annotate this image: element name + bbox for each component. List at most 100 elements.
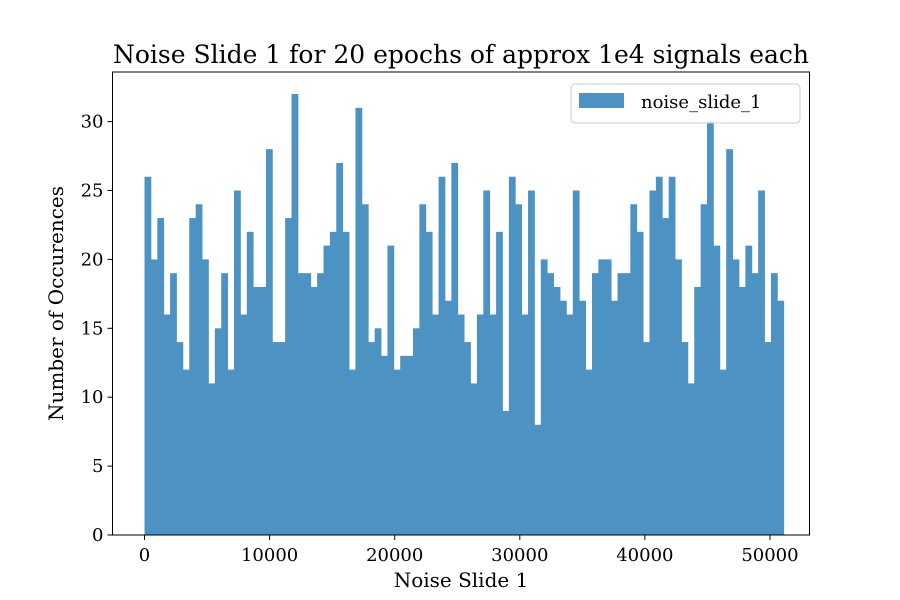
histogram-bar xyxy=(374,328,382,535)
histogram-bar xyxy=(470,383,478,535)
histogram-bar xyxy=(572,190,580,535)
y-tick-label: 25 xyxy=(81,181,104,202)
histogram-bar xyxy=(764,342,772,535)
histogram-bar xyxy=(521,314,529,535)
histogram-bar xyxy=(144,176,152,535)
histogram-bar xyxy=(412,328,420,535)
histogram-bar xyxy=(419,204,427,536)
histogram-bar xyxy=(349,369,356,535)
histogram-bar xyxy=(738,286,746,535)
histogram-bar xyxy=(291,94,299,536)
histogram-bar xyxy=(476,314,484,535)
histogram-bar xyxy=(361,204,369,536)
histogram-bar xyxy=(694,286,702,535)
x-tick-label: 10000 xyxy=(241,545,298,566)
histogram-bar xyxy=(304,273,312,535)
y-tick-label: 10 xyxy=(81,387,104,408)
histogram-bar xyxy=(483,190,491,535)
histogram-bar xyxy=(643,342,650,535)
histogram-bar xyxy=(221,273,229,535)
histogram-bar xyxy=(150,259,158,535)
histogram-bar xyxy=(297,273,305,535)
histogram-bar xyxy=(227,369,235,535)
histogram-bar xyxy=(336,162,344,536)
y-tick-label: 0 xyxy=(92,525,103,546)
histogram-bar xyxy=(662,218,670,535)
histogram-bar xyxy=(253,286,260,535)
chart-title: Noise Slide 1 for 20 epochs of approx 1e… xyxy=(113,40,809,69)
y-axis-label: Number of Occurences xyxy=(44,186,68,421)
histogram-bar xyxy=(579,300,586,535)
histogram-bar xyxy=(515,204,523,536)
histogram-bar xyxy=(707,121,714,535)
bars-group xyxy=(144,94,785,536)
legend-frame xyxy=(570,83,801,124)
histogram-bar xyxy=(508,176,516,535)
x-tick-label: 20000 xyxy=(366,545,423,566)
histogram-bar xyxy=(387,245,395,535)
histogram-bar xyxy=(176,342,184,535)
histogram-bar xyxy=(777,300,785,535)
histogram-bar xyxy=(566,314,574,535)
histogram-bar xyxy=(617,273,625,535)
histogram-bar xyxy=(700,204,708,536)
histogram-bar xyxy=(719,369,727,535)
histogram-bar xyxy=(285,218,292,535)
histogram-bar xyxy=(329,231,337,535)
histogram-bar xyxy=(310,286,318,535)
histogram-bar xyxy=(726,149,733,535)
histogram-bar xyxy=(758,190,765,535)
histogram-bar xyxy=(675,259,682,535)
histogram-bar xyxy=(611,300,618,535)
y-tick-label: 15 xyxy=(81,318,104,339)
histogram-bar xyxy=(202,259,209,535)
histogram-bar xyxy=(265,149,273,535)
histogram-bar xyxy=(406,355,414,535)
histogram-bar xyxy=(323,245,331,535)
histogram-bar xyxy=(598,259,606,535)
histogram-bar xyxy=(317,273,324,535)
histogram-bar xyxy=(157,218,165,535)
histogram-bar xyxy=(489,314,497,535)
histogram-bar xyxy=(623,273,631,535)
histogram-bar xyxy=(163,314,171,535)
histogram-bar xyxy=(278,342,286,535)
histogram-bar xyxy=(751,273,759,535)
x-tick-label: 40000 xyxy=(616,545,673,566)
legend-label: noise_slide_1 xyxy=(641,92,761,113)
histogram-bar xyxy=(745,245,753,535)
histogram-bar xyxy=(464,342,471,535)
histogram-bar xyxy=(393,369,401,535)
histogram-bar xyxy=(259,286,267,535)
histogram-bar xyxy=(713,245,721,535)
histogram-bar xyxy=(451,162,459,536)
histogram-bar xyxy=(496,231,503,535)
histogram-bar xyxy=(681,342,689,535)
histogram-bar xyxy=(246,231,254,535)
y-tick-label: 30 xyxy=(81,112,104,133)
histogram-bar xyxy=(732,259,740,535)
histogram-bar xyxy=(655,176,663,535)
histogram-bar xyxy=(444,300,452,535)
y-tick-label: 5 xyxy=(92,456,103,477)
histogram-bar xyxy=(355,107,363,535)
histogram-bar xyxy=(560,300,567,535)
histogram-bar xyxy=(604,259,612,535)
histogram-bar xyxy=(540,259,548,535)
histogram-bar xyxy=(668,176,676,535)
histogram-bar xyxy=(272,342,280,535)
histogram-bar xyxy=(342,231,350,535)
y-tick-label: 20 xyxy=(81,249,104,270)
histogram-bar xyxy=(400,355,407,535)
histogram-bar xyxy=(195,204,203,536)
histogram-bar xyxy=(368,342,376,535)
histogram-bar xyxy=(182,369,190,535)
histogram-bar xyxy=(170,273,177,535)
histogram-bar xyxy=(457,314,465,535)
x-axis-label: Noise Slide 1 xyxy=(394,568,529,592)
x-tick-label: 30000 xyxy=(491,545,548,566)
histogram-bar xyxy=(534,424,542,535)
legend-swatch xyxy=(579,93,624,108)
histogram-bar xyxy=(528,190,535,535)
